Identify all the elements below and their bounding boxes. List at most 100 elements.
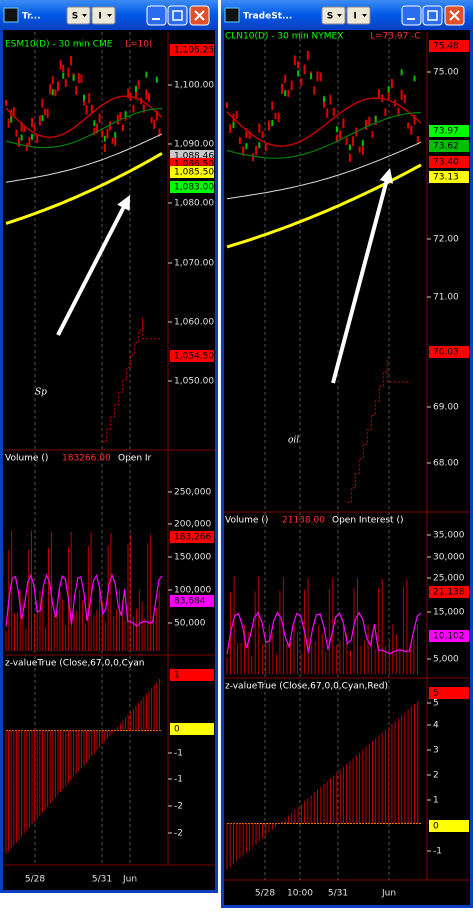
candles-up <box>10 71 158 142</box>
price-tag-label: 0 <box>433 822 439 832</box>
axis-label: 1,100.00 <box>174 81 214 91</box>
arrow-shaft <box>331 177 390 384</box>
price-tag-label: 75.48 <box>433 42 459 52</box>
axis-label: 1,090.00 <box>174 140 214 150</box>
toolbar-button-label: S <box>72 12 78 22</box>
toolbar-button-label: S <box>327 12 333 22</box>
maximize-icon <box>427 10 438 21</box>
price-tag-label: 73.97 <box>433 127 459 137</box>
price-tag <box>429 156 469 168</box>
price-tag-label: 183,266 <box>174 533 211 543</box>
axis-label: 2 <box>433 771 439 781</box>
step-line <box>102 317 162 443</box>
axis-label: 1,070.00 <box>174 259 214 269</box>
axis-label: 100,000 <box>174 586 211 596</box>
price-tag <box>170 350 214 362</box>
pane-header: Volume () <box>225 516 268 526</box>
price-tag-label: 83,684 <box>174 597 206 607</box>
axis-label: -1 <box>174 775 183 785</box>
axis-label: 75.00 <box>433 68 459 78</box>
price-tag <box>429 630 469 642</box>
dropdown-arrow <box>337 14 342 17</box>
date-label: 10:00 <box>287 889 313 899</box>
price-tag <box>170 166 214 178</box>
price-tag-label: 1,054.50 <box>174 352 214 362</box>
arrow-head <box>379 168 393 184</box>
maximize-button[interactable] <box>422 5 443 26</box>
dropdown-arrow <box>362 14 367 17</box>
handwritten-note: Sp <box>35 388 47 398</box>
moving-average-green <box>226 111 422 159</box>
price-tag-label: 0 <box>174 725 180 735</box>
price-tag <box>429 171 469 183</box>
axis-label: 25,000 <box>433 574 465 584</box>
toolbar-button-label: I <box>98 12 101 22</box>
close-icon <box>449 10 460 21</box>
dropdown-arrow <box>82 14 87 17</box>
axis-label: 200,000 <box>174 520 211 530</box>
price-tag <box>429 40 469 52</box>
volume-bars <box>226 576 418 674</box>
app-icon <box>3 7 19 23</box>
pane-header: ESM10(D) - 30 min CME <box>5 40 113 50</box>
moving-average-red <box>5 95 163 138</box>
pane-header: CLN10(D) - 30 min NYMEX <box>225 32 343 42</box>
date-label: 5/28 <box>255 889 275 899</box>
toolbar-button[interactable] <box>346 6 371 25</box>
minimize-button[interactable] <box>146 5 167 26</box>
axis-label: 4 <box>433 721 439 731</box>
axis-label: 69.00 <box>433 403 459 413</box>
price-tag-label: 1,088.46 <box>174 152 214 162</box>
toolbar-button[interactable] <box>91 6 116 25</box>
price-tag-label: 1,086.50 <box>174 160 214 170</box>
moving-average-red <box>226 97 422 147</box>
axis-label: -2 <box>174 829 183 839</box>
date-label: 5/31 <box>328 889 348 899</box>
pane-header: z-valueTrue (Close,67,0,0,Cyan <box>5 659 145 669</box>
candles-up <box>232 69 416 151</box>
minimize-icon <box>152 18 160 20</box>
price-tag-label: 1,085.50 <box>174 168 214 178</box>
axis-label: 5,000 <box>433 655 459 665</box>
price-tag <box>170 595 214 607</box>
price-tag <box>170 181 214 193</box>
window-title: Tr... <box>22 12 41 22</box>
maximize-icon <box>172 10 183 21</box>
toolbar-button[interactable] <box>66 6 91 25</box>
axis-label: 15,000 <box>433 608 465 618</box>
price-tag-label: 73.13 <box>433 173 459 183</box>
price-tag <box>170 531 214 543</box>
axis-label: 1,080.00 <box>174 199 214 209</box>
arrow-head <box>117 195 130 211</box>
z-value-bars <box>5 679 160 855</box>
pane-header: Open Interest () <box>332 516 403 526</box>
date-label: Jun <box>381 889 396 899</box>
pane-header: Open Ir <box>118 454 152 464</box>
price-tag-label: 73.40 <box>433 158 459 168</box>
arrow-shaft <box>56 202 128 336</box>
price-tag <box>170 44 214 56</box>
pane-header: Volume () <box>5 454 48 464</box>
toolbar-button[interactable] <box>321 6 346 25</box>
volume-bars <box>5 530 160 651</box>
axis-label: -2 <box>174 802 183 812</box>
price-tag <box>170 723 214 735</box>
price-tag <box>429 687 469 699</box>
moving-average-green <box>5 107 163 149</box>
axis-label: 5 <box>433 699 439 709</box>
price-tag <box>429 125 469 137</box>
price-tag <box>170 669 214 681</box>
minimize-button[interactable] <box>401 5 422 26</box>
price-tag-label: 5 <box>433 689 439 699</box>
price-tag <box>429 820 469 832</box>
pane-header: z-valueTrue (Close,67,0,0,Cyan,Red) <box>225 682 388 692</box>
price-tag-label: 10,102 <box>433 632 465 642</box>
axis-label: -1 <box>174 749 183 759</box>
handwritten-note: oil <box>288 436 299 446</box>
maximize-button[interactable] <box>167 5 188 26</box>
axis-label: 71.00 <box>433 293 459 303</box>
axis-label: 50,000 <box>174 619 206 629</box>
date-label: 5/31 <box>92 875 112 885</box>
window-title: TradeSt... <box>243 12 292 22</box>
